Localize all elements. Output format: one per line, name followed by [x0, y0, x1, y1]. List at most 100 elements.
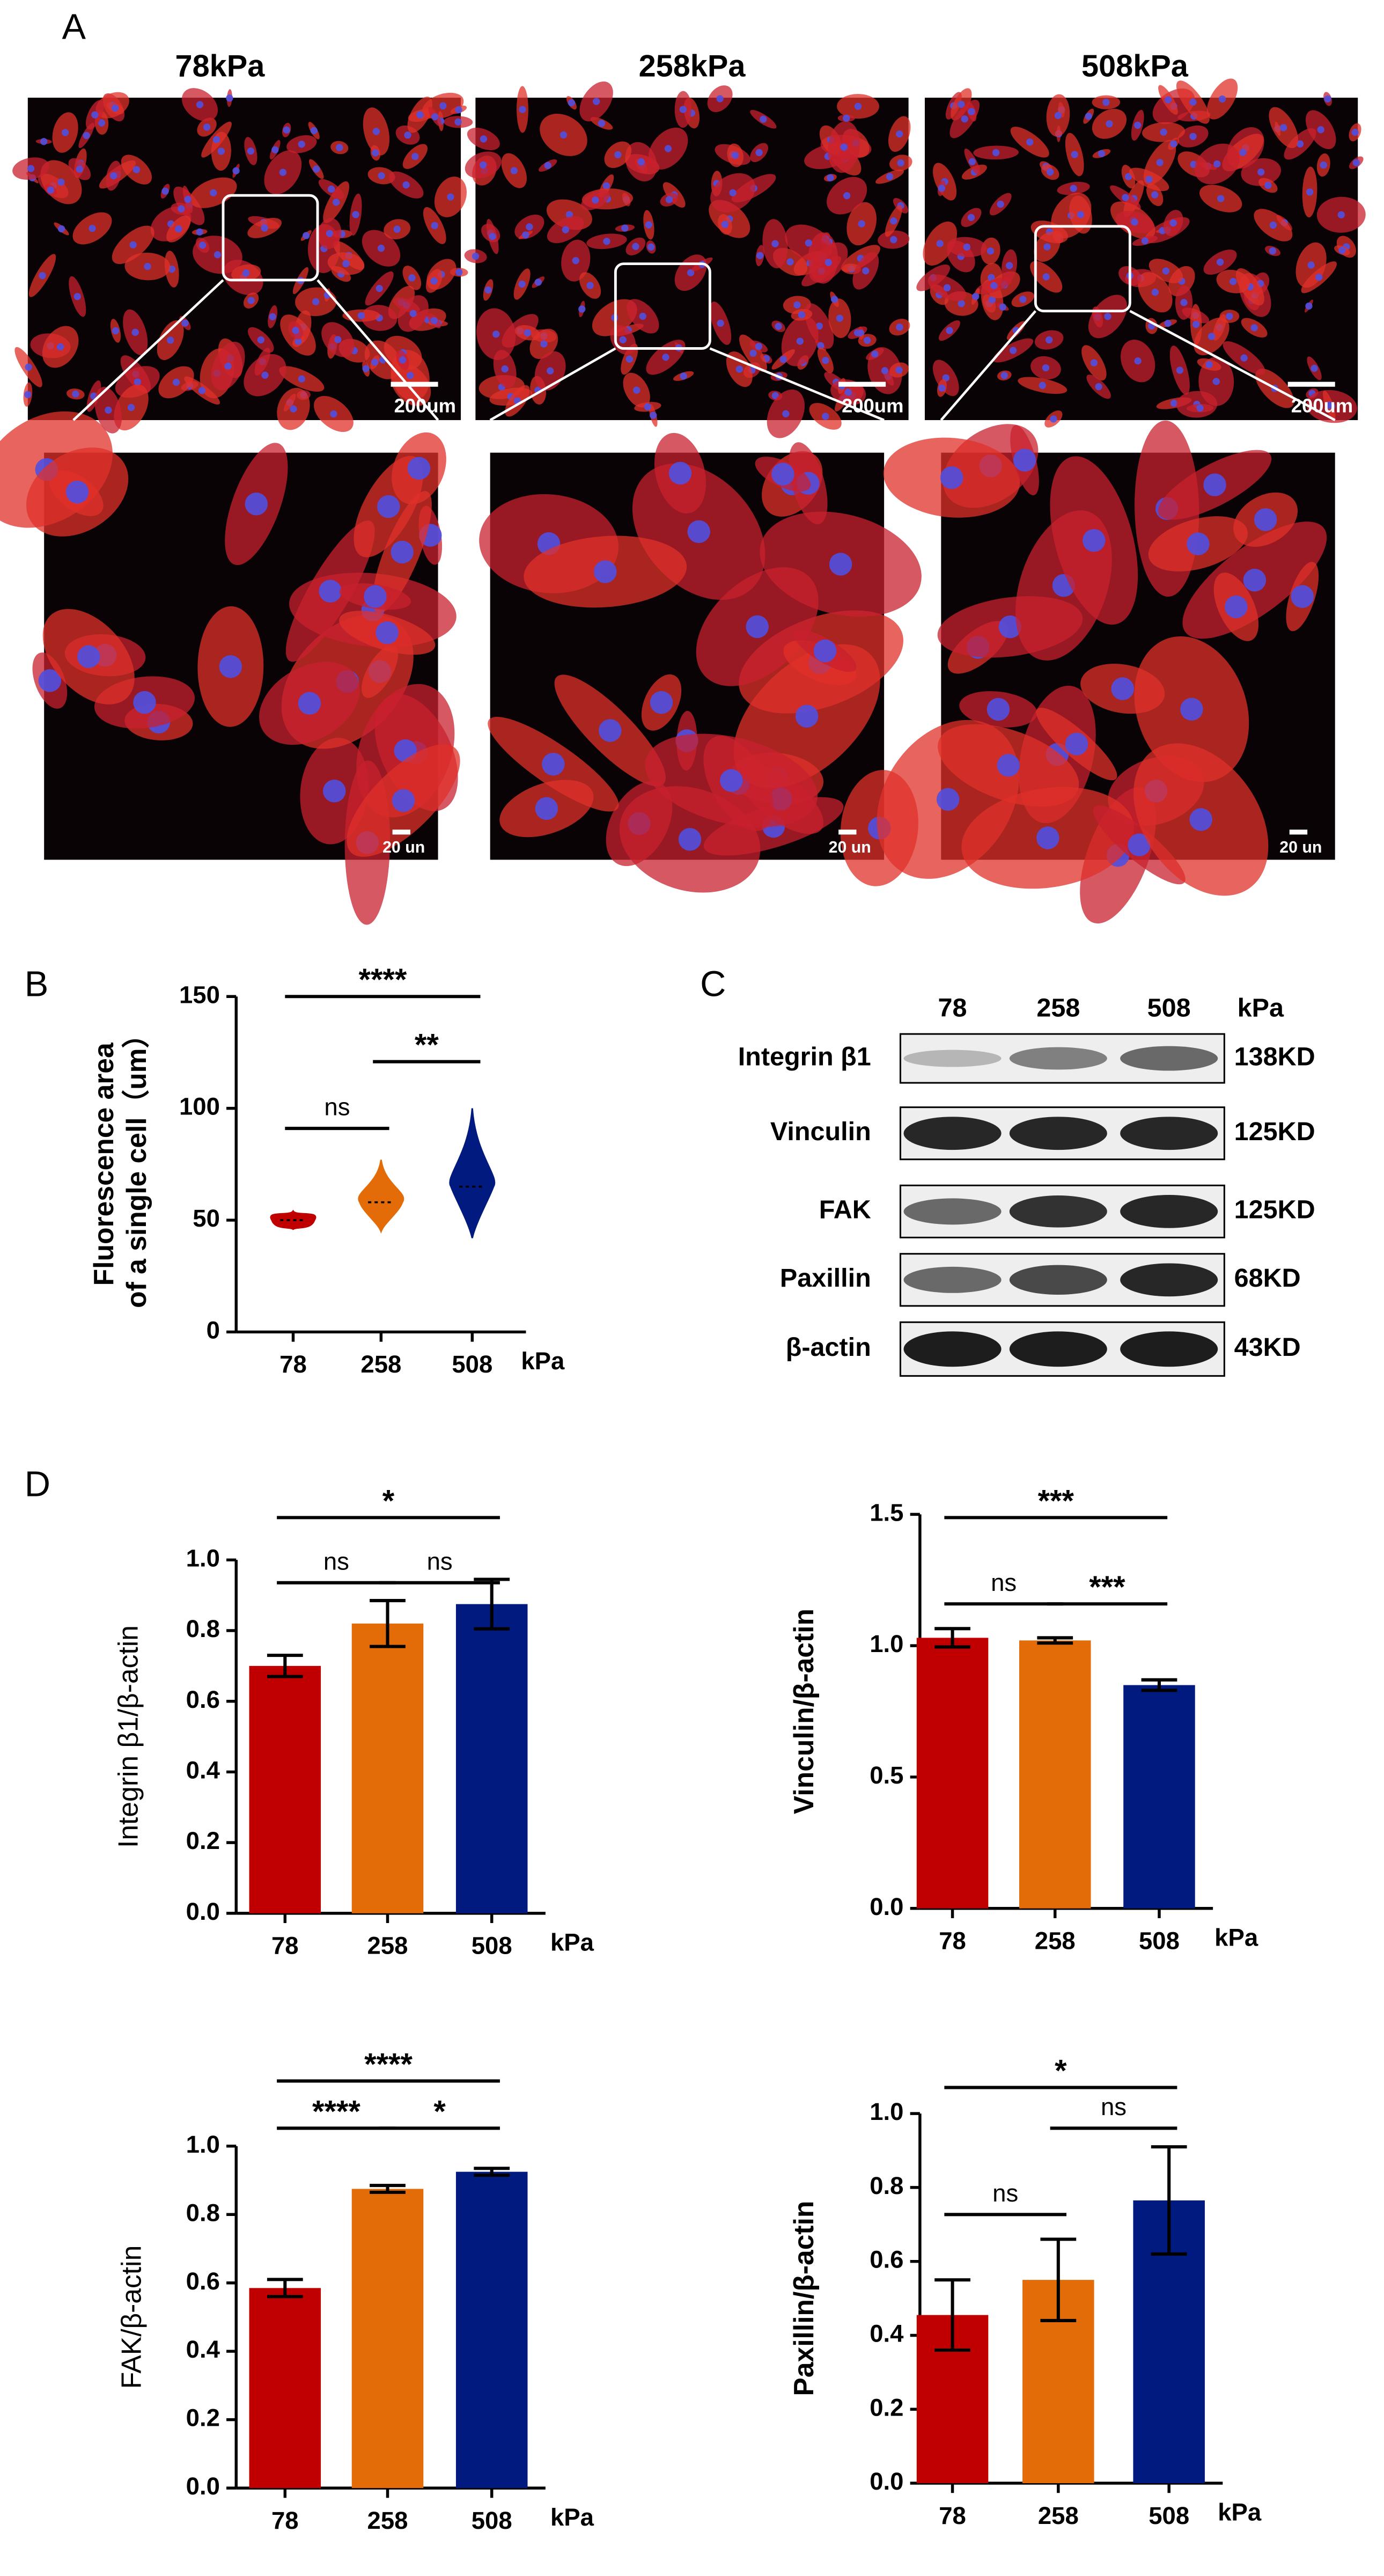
nucleus [1291, 585, 1314, 608]
nucleus [402, 181, 410, 189]
nucleus [936, 240, 944, 247]
nucleus [408, 274, 416, 282]
nucleus [196, 101, 204, 108]
error-bar [1040, 2237, 1077, 2322]
nucleus [283, 126, 290, 134]
band [1009, 1195, 1107, 1228]
significance-label: ns [324, 1093, 350, 1121]
nucleus [988, 274, 995, 281]
band [1009, 1117, 1107, 1150]
nucleus [1317, 126, 1324, 134]
nucleus [578, 305, 586, 313]
nucleus [210, 189, 217, 196]
nucleus [1065, 732, 1088, 755]
nucleus [1305, 302, 1313, 310]
nucleus [844, 388, 852, 396]
nucleus [1013, 449, 1036, 472]
nucleus [411, 152, 419, 160]
nucleus [298, 692, 321, 715]
nucleus [1180, 698, 1203, 721]
nucleus [562, 226, 569, 233]
nucleus [862, 267, 870, 275]
protein-name: β-actin [786, 1333, 871, 1362]
nucleus [295, 337, 302, 345]
nucleus [1187, 532, 1210, 555]
nucleus [196, 228, 203, 236]
nucleus [1230, 278, 1237, 285]
nucleus [665, 196, 673, 203]
nucleus [242, 269, 250, 277]
nucleus [568, 99, 576, 107]
bar [455, 2171, 528, 2489]
nucleus [971, 292, 980, 300]
nucleus [644, 403, 652, 410]
nucleus [822, 356, 829, 364]
nucleus [1162, 267, 1170, 275]
significance-label: **** [364, 2047, 413, 2081]
nucleus [224, 362, 232, 370]
nucleus [524, 329, 531, 336]
nucleus [1083, 529, 1106, 552]
y-axis-label: of a single cell（um） [121, 1021, 152, 1308]
nucleus [1315, 274, 1323, 281]
nucleus [326, 230, 334, 237]
nucleus [181, 319, 189, 327]
nucleus [678, 828, 702, 851]
nucleus [1043, 243, 1051, 251]
nucleus [843, 114, 850, 122]
nucleus [1189, 808, 1212, 831]
nucleus [364, 585, 387, 608]
nucleus [91, 111, 99, 119]
nucleus [1250, 324, 1258, 332]
nucleus [480, 135, 488, 143]
y-tick-label: 0.5 [870, 1762, 903, 1789]
lane-label: 258 [1036, 993, 1080, 1022]
nucleus [1243, 568, 1267, 592]
nucleus [1019, 296, 1027, 303]
nucleus [1111, 677, 1134, 700]
nucleus [987, 247, 995, 255]
nucleus [57, 178, 65, 186]
significance-label: * [382, 1484, 395, 1518]
y-tick-label: 0.6 [186, 2267, 220, 2295]
nucleus [480, 161, 487, 169]
x-unit: kPa [1218, 2499, 1262, 2526]
nucleus [735, 365, 743, 373]
nucleus [212, 136, 220, 143]
lane-label: 508 [1147, 993, 1191, 1022]
nucleus [271, 146, 279, 153]
error-bar [934, 2278, 970, 2352]
nucleus [881, 367, 889, 375]
protein-name: Integrin β1 [738, 1042, 871, 1071]
nucleus [1122, 194, 1129, 201]
significance-label: ns [323, 1547, 349, 1575]
nucleus [755, 149, 763, 157]
zoom-line [489, 347, 616, 421]
bar [455, 1604, 528, 1913]
nucleus [968, 158, 976, 165]
y-axis-label: Paxillin/β-actin [788, 2201, 819, 2396]
significance-label: ns [992, 2179, 1018, 2207]
nucleus [25, 363, 32, 371]
nucleus [409, 310, 417, 317]
nucleus [749, 349, 757, 357]
significance-label: * [1055, 2053, 1067, 2088]
panel-label: B [25, 965, 49, 1004]
zoom-line [316, 279, 439, 421]
nucleus [1324, 95, 1331, 103]
nucleus [298, 141, 305, 148]
nucleus [455, 268, 463, 276]
nucleus [134, 378, 141, 386]
nucleus [1269, 247, 1277, 255]
nucleus [1151, 288, 1159, 296]
nucleus [40, 138, 48, 145]
nucleus [430, 317, 438, 325]
zoom-box [222, 194, 319, 282]
nucleus [854, 102, 862, 110]
band [1009, 1331, 1107, 1367]
nucleus [472, 252, 480, 260]
x-tick-label: 258 [367, 1932, 408, 1959]
significance-label: ** [415, 1028, 439, 1062]
significance-label: * [433, 2094, 446, 2129]
nucleus [257, 336, 264, 344]
